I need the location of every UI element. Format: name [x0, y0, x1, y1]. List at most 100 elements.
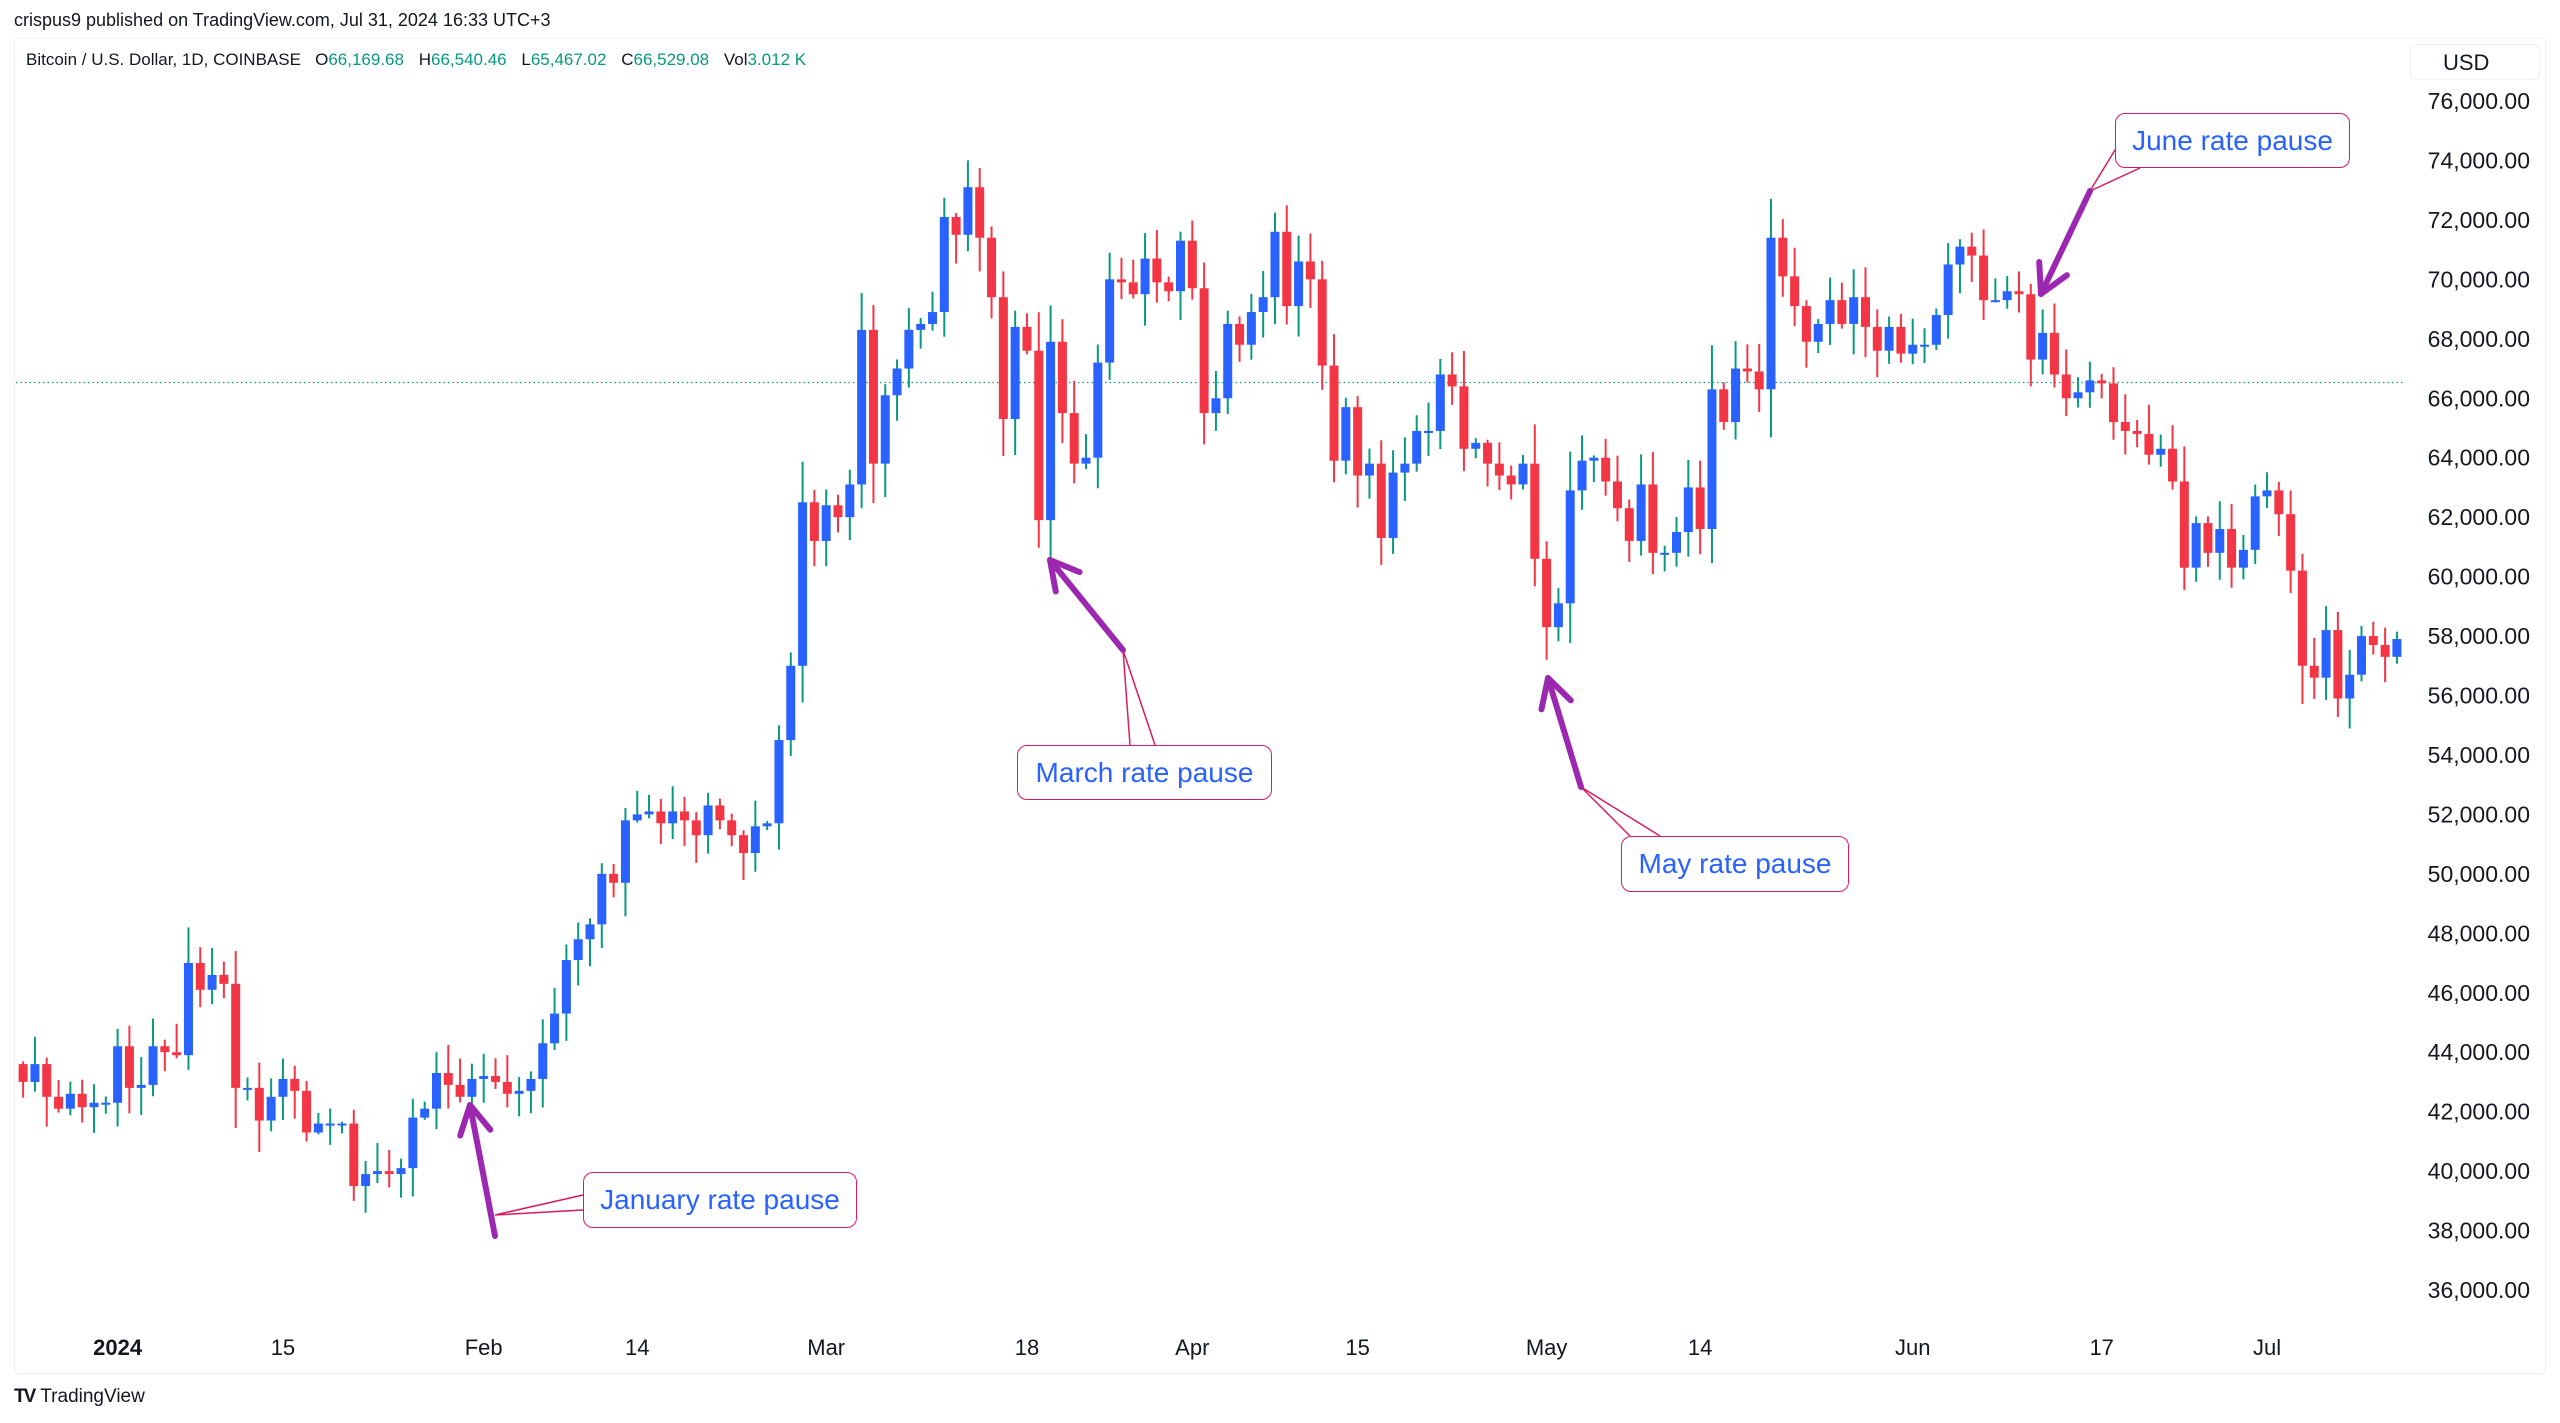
- candle-body: [420, 1108, 430, 1118]
- candle: [183, 927, 193, 1070]
- y-tick-label: 70,000.00: [2428, 266, 2530, 292]
- x-tick-label: 2024: [93, 1335, 143, 1360]
- close-label: C: [621, 50, 634, 69]
- candle-body: [526, 1078, 536, 1091]
- candle: [1707, 345, 1717, 564]
- candle: [18, 1061, 28, 1098]
- candle: [668, 786, 678, 840]
- candle: [2049, 303, 2059, 388]
- candle-body: [1128, 282, 1138, 295]
- candle-body: [136, 1084, 146, 1088]
- candle: [148, 1018, 158, 1097]
- x-tick-label: 14: [625, 1335, 649, 1360]
- candle: [396, 1158, 406, 1198]
- currency-button[interactable]: USD: [2410, 44, 2540, 80]
- candle-body: [408, 1117, 418, 1169]
- tradingview-logo-icon: TV: [14, 1386, 36, 1407]
- x-tick-label: 14: [1688, 1335, 1712, 1360]
- candle: [443, 1044, 453, 1109]
- candle: [703, 792, 713, 854]
- candle-body: [2321, 630, 2331, 678]
- x-tick-label: 15: [271, 1335, 295, 1360]
- candle: [1683, 460, 1693, 557]
- symbol-legend: Bitcoin / U.S. Dollar, 1D, COINBASE O 66,…: [26, 50, 816, 70]
- y-tick-label: 56,000.00: [2428, 683, 2530, 709]
- candle-body: [1577, 460, 1587, 491]
- candle-body: [1601, 457, 1611, 482]
- candle: [2274, 482, 2284, 537]
- candle-body: [1412, 430, 1422, 464]
- candle: [1672, 517, 1682, 567]
- candle-body: [998, 297, 1008, 420]
- y-tick-label: 66,000.00: [2428, 385, 2530, 411]
- candle-body: [514, 1090, 524, 1094]
- candle: [254, 1062, 264, 1153]
- candle-body: [597, 873, 607, 925]
- candle: [113, 1028, 123, 1127]
- candle-body: [1164, 282, 1174, 292]
- annotation-january[interactable]: January rate pause: [583, 1172, 857, 1228]
- candle-body: [337, 1123, 347, 1126]
- candle: [1424, 402, 1434, 456]
- open-label: O: [315, 50, 329, 69]
- candle-body: [1435, 374, 1445, 431]
- candle: [1943, 243, 1953, 339]
- candle-body: [1471, 442, 1481, 449]
- y-tick-label: 36,000.00: [2428, 1277, 2530, 1303]
- arrow-january-icon: [457, 1102, 498, 1239]
- candle-body: [2380, 644, 2390, 657]
- published-info: crispus9 published on TradingView.com, J…: [14, 10, 551, 30]
- candle: [266, 1078, 276, 1132]
- candle-body: [231, 983, 241, 1088]
- candle: [2085, 361, 2095, 408]
- candle: [975, 168, 985, 272]
- candle: [1518, 454, 1528, 490]
- candle: [2238, 534, 2248, 580]
- chart-pane[interactable]: [14, 38, 2546, 1374]
- candle: [916, 318, 926, 349]
- candle-body: [2250, 496, 2260, 550]
- annotation-may[interactable]: May rate pause: [1621, 836, 1849, 892]
- candle-body: [1896, 326, 1906, 354]
- candle: [597, 863, 607, 949]
- candle: [1754, 343, 1764, 412]
- candle-body: [573, 939, 583, 961]
- candle: [172, 1023, 182, 1059]
- candle: [1270, 212, 1280, 325]
- tradingview-logo[interactable]: TV TradingView: [14, 1386, 145, 1408]
- candle: [561, 944, 571, 1041]
- symbol-name[interactable]: Bitcoin / U.S. Dollar, 1D, COINBASE: [26, 50, 301, 69]
- candle-body: [1364, 463, 1374, 476]
- candle-body: [1872, 326, 1882, 351]
- high-value: 66,540.46: [430, 50, 507, 69]
- candle: [644, 794, 654, 819]
- candle: [927, 291, 937, 331]
- candle-body: [1849, 297, 1859, 324]
- candle: [2321, 606, 2331, 700]
- annotation-march[interactable]: March rate pause: [1017, 745, 1272, 800]
- candle-body: [2120, 422, 2130, 431]
- candle: [1872, 309, 1882, 378]
- candle-body: [101, 1102, 111, 1105]
- candle-body: [2179, 481, 2189, 568]
- candle-body: [502, 1081, 512, 1094]
- x-tick-label: Jun: [1895, 1335, 1930, 1360]
- candle-body: [219, 974, 229, 984]
- y-tick-label: 46,000.00: [2428, 980, 2530, 1006]
- candle: [1790, 247, 1800, 327]
- candle: [1412, 415, 1422, 472]
- candle: [2108, 367, 2118, 440]
- annotation-june[interactable]: June rate pause: [2115, 113, 2350, 168]
- candle: [774, 725, 784, 850]
- candle-body: [1542, 558, 1552, 628]
- candle: [1081, 434, 1091, 470]
- candle: [455, 1058, 465, 1103]
- candle-body: [384, 1171, 394, 1175]
- candle: [1577, 435, 1587, 510]
- candle-body: [2097, 380, 2107, 384]
- x-tick-label: 15: [1345, 1335, 1369, 1360]
- candle: [821, 489, 831, 567]
- candle-body: [2144, 433, 2154, 455]
- arrow-june-icon: [2036, 188, 2093, 297]
